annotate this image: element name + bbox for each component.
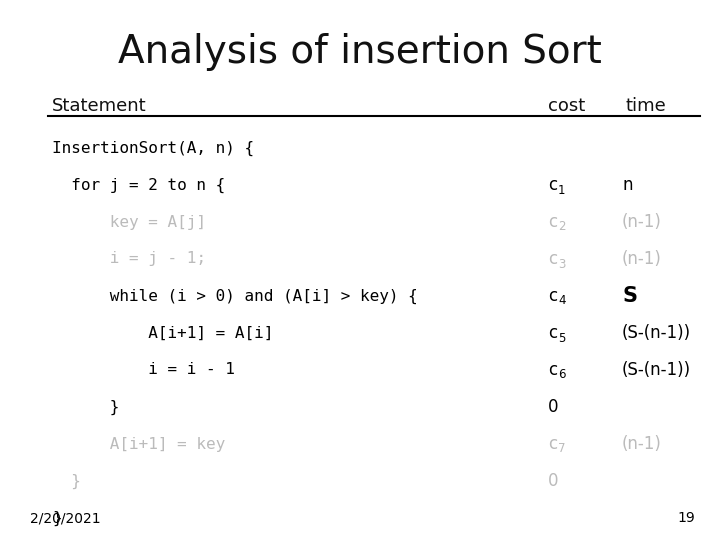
Text: i = i - 1: i = i - 1	[52, 362, 235, 377]
Text: 2: 2	[558, 220, 565, 233]
Text: 6: 6	[558, 368, 565, 381]
Text: }: }	[52, 510, 62, 525]
Text: }: }	[52, 400, 120, 415]
Text: (n-1): (n-1)	[622, 250, 662, 268]
Text: c: c	[548, 435, 557, 453]
Text: cost: cost	[548, 97, 585, 115]
Text: Analysis of insertion Sort: Analysis of insertion Sort	[118, 33, 602, 71]
Text: (S-(n-1)): (S-(n-1))	[622, 361, 691, 379]
Text: 5: 5	[558, 332, 565, 345]
Text: 0: 0	[548, 472, 559, 490]
Text: (S-(n-1)): (S-(n-1))	[622, 324, 691, 342]
Text: A[i+1] = key: A[i+1] = key	[52, 436, 225, 451]
Text: 2/20/2021: 2/20/2021	[30, 511, 101, 525]
Text: 0: 0	[548, 398, 559, 416]
Text: 4: 4	[558, 294, 565, 307]
Text: n: n	[622, 176, 632, 194]
Text: c: c	[548, 250, 557, 268]
Text: time: time	[625, 97, 666, 115]
Text: c: c	[548, 361, 557, 379]
Text: c: c	[548, 213, 557, 231]
Text: while (i > 0) and (A[i] > key) {: while (i > 0) and (A[i] > key) {	[52, 288, 418, 303]
Text: S: S	[622, 286, 637, 306]
Text: 1: 1	[558, 184, 565, 197]
Text: Statement: Statement	[52, 97, 147, 115]
Text: 7: 7	[558, 442, 565, 456]
Text: i = j - 1;: i = j - 1;	[52, 252, 206, 267]
Text: c: c	[548, 324, 557, 342]
Text: 19: 19	[678, 511, 695, 525]
Text: }: }	[52, 474, 81, 489]
Text: 3: 3	[558, 258, 565, 271]
Text: InsertionSort(A, n) {: InsertionSort(A, n) {	[52, 140, 254, 156]
Text: key = A[j]: key = A[j]	[52, 214, 206, 230]
Text: c: c	[548, 287, 557, 305]
Text: (n-1): (n-1)	[622, 213, 662, 231]
Text: (n-1): (n-1)	[622, 435, 662, 453]
Text: for j = 2 to n {: for j = 2 to n {	[52, 178, 225, 193]
Text: A[i+1] = A[i]: A[i+1] = A[i]	[52, 326, 274, 341]
Text: c: c	[548, 176, 557, 194]
